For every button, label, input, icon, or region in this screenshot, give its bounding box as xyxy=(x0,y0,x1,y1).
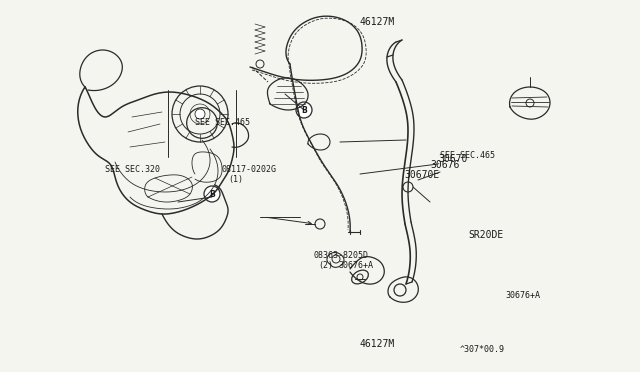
Circle shape xyxy=(204,186,220,202)
Text: 30670E: 30670E xyxy=(404,170,439,180)
Text: B: B xyxy=(301,106,307,115)
Text: SEE SEC.320: SEE SEC.320 xyxy=(105,165,160,174)
Text: 30670: 30670 xyxy=(438,154,467,164)
Text: B: B xyxy=(209,189,215,199)
Circle shape xyxy=(296,102,312,118)
Text: (2): (2) xyxy=(318,261,333,270)
Text: SEE SEC.465: SEE SEC.465 xyxy=(440,151,495,160)
Text: 08363-8205D: 08363-8205D xyxy=(314,251,369,260)
Text: 46127M: 46127M xyxy=(360,17,396,27)
Text: ^307*00.9: ^307*00.9 xyxy=(460,345,505,354)
Text: (1): (1) xyxy=(228,175,243,184)
Text: 30676: 30676 xyxy=(430,160,460,170)
Text: 30676+A: 30676+A xyxy=(338,261,373,270)
Text: 46127M: 46127M xyxy=(360,339,396,349)
Text: 08117-0202G: 08117-0202G xyxy=(222,165,277,174)
Text: SR20DE: SR20DE xyxy=(468,230,503,240)
Text: 30676+A: 30676+A xyxy=(505,291,540,300)
Circle shape xyxy=(195,109,205,119)
Text: SEE SEC.465: SEE SEC.465 xyxy=(195,118,250,127)
